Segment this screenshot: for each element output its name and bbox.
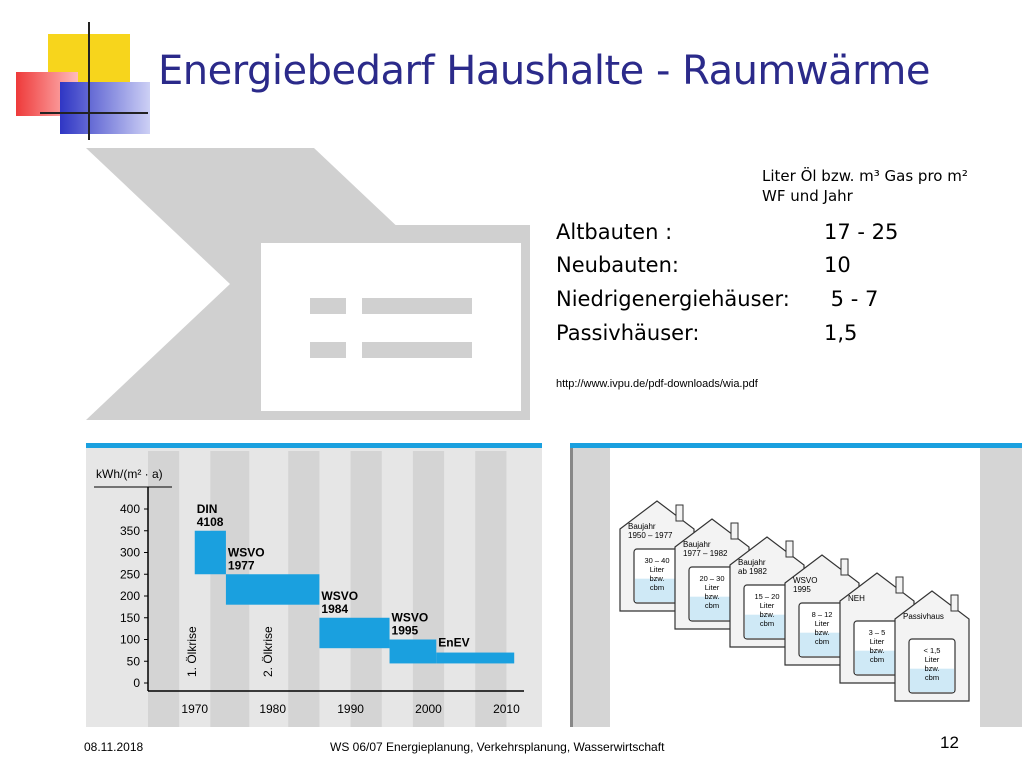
panel-left-band <box>570 448 610 727</box>
y-tick-label: 350 <box>120 524 140 538</box>
grid-band <box>148 451 180 727</box>
panel-right-band <box>980 448 1022 727</box>
house-year-label: Baujahr ab 1982 <box>738 558 767 576</box>
row-altbauten: Altbauten : 17 - 25 <box>556 220 898 244</box>
y-tick-label: 50 <box>127 654 141 668</box>
house-consumption-panel: Baujahr 1950 – 1977 30 – 40 Liter bzw. cbm Bau… <box>570 443 1022 727</box>
grid-band <box>475 451 507 727</box>
unit-subheading: Liter Öl bzw. m³ Gas pro m² WF und Jahr <box>762 166 1017 206</box>
house-year-label: WSVO 1995 <box>793 576 817 594</box>
house-year-label: Baujahr 1977 – 1982 <box>683 540 728 558</box>
house-value-label: < 1,5 Liter bzw. cbm <box>924 646 941 682</box>
page-number: 12 <box>940 733 959 752</box>
y-tick-label: 200 <box>120 589 140 603</box>
house-year-label: Passivhaus <box>903 612 944 621</box>
unit-subheading-line1: Liter Öl bzw. m³ Gas pro m² <box>762 167 968 185</box>
row-label: Passivhäuser: <box>556 321 700 345</box>
annotation-oelkrise-1: 1. Ölkrise <box>185 626 199 677</box>
energy-standards-chart: 0 50 100 150 200 250 300 350 400 1970 1980 1990 2000… <box>86 443 542 727</box>
y-tick-label: 100 <box>120 633 140 647</box>
row-label: Niedrigenergiehäuser: <box>556 287 790 311</box>
annotation-oelkrise-2: 2. Ölkrise <box>261 626 275 677</box>
house-icon: Passivhaus < 1,5 Liter bzw. cbm <box>894 590 970 702</box>
standard-bar <box>225 574 320 605</box>
x-tick-label: 1990 <box>337 702 364 716</box>
standard-bar <box>436 652 515 664</box>
row-niedrigenergiehaeuser: Niedrigenergiehäuser: 5 - 7 <box>556 287 878 311</box>
panel-top-rule <box>570 443 1022 448</box>
y-axis-label: kWh/(m² · a) <box>96 467 163 481</box>
panel-left-rule <box>570 448 573 727</box>
row-label: Altbauten : <box>556 220 673 244</box>
y-tick-label: 300 <box>120 546 140 560</box>
bar-label: WSVO 1984 <box>321 589 358 616</box>
x-tick-label: 2000 <box>415 702 442 716</box>
standard-bar <box>389 639 437 664</box>
row-neubauten: Neubauten: 10 <box>556 253 851 277</box>
house-value-label: 15 – 20 Liter bzw. cbm <box>754 592 779 628</box>
footer-text: WS 06/07 Energieplanung, Verkehrsplanung… <box>330 740 665 754</box>
grid-band <box>350 451 382 727</box>
decor-blue-block <box>60 82 150 134</box>
standard-bar <box>319 617 390 649</box>
y-tick-label: 400 <box>120 502 140 516</box>
row-value: 10 <box>824 253 851 277</box>
x-tick-label: 1980 <box>259 702 286 716</box>
bar-label: EnEV <box>438 636 469 650</box>
y-tick-label: 250 <box>120 567 140 581</box>
row-passivhaeuser: Passivhäuser: 1,5 <box>556 321 857 345</box>
grid-band <box>412 451 445 727</box>
chart-placeholder-icon <box>86 148 530 420</box>
source-link[interactable]: http://www.ivpu.de/pdf-downloads/wia.pdf <box>556 378 758 390</box>
row-value: 17 - 25 <box>824 220 899 244</box>
bar-label: WSVO 1995 <box>392 611 429 638</box>
y-tick-label: 150 <box>120 611 140 625</box>
decor-horizontal-line <box>40 112 148 114</box>
footer-date: 08.11.2018 <box>84 740 144 754</box>
unit-subheading-line2: WF und Jahr <box>762 187 853 205</box>
row-value: 1,5 <box>824 321 858 345</box>
x-tick-label: 1970 <box>181 702 208 716</box>
bar-label: DIN 4108 <box>197 502 224 529</box>
house-icon: Baujahr ab 1982 15 – 20 Liter bzw. cbm <box>729 536 805 648</box>
house-value-label: 30 – 40 Liter bzw. cbm <box>644 556 669 592</box>
row-value: 5 - 7 <box>824 287 879 311</box>
y-tick-label: 0 <box>133 676 140 690</box>
house-value-label: 8 – 12 Liter bzw. cbm <box>812 610 833 646</box>
row-label: Neubauten: <box>556 253 679 277</box>
house-year-label: NEH <box>848 594 865 603</box>
house-value-label: 20 – 30 Liter bzw. cbm <box>699 574 724 610</box>
house-value-label: 3 – 5 Liter bzw. cbm <box>869 628 886 664</box>
decor-vertical-line <box>88 22 90 140</box>
standard-bar <box>194 530 226 575</box>
x-tick-label: 2010 <box>493 702 520 716</box>
bar-label: WSVO 1977 <box>228 545 265 572</box>
slide-title: Energiebedarf Haushalte - Raumwärme <box>158 48 930 94</box>
house-year-label: Baujahr 1950 – 1977 <box>628 522 673 540</box>
